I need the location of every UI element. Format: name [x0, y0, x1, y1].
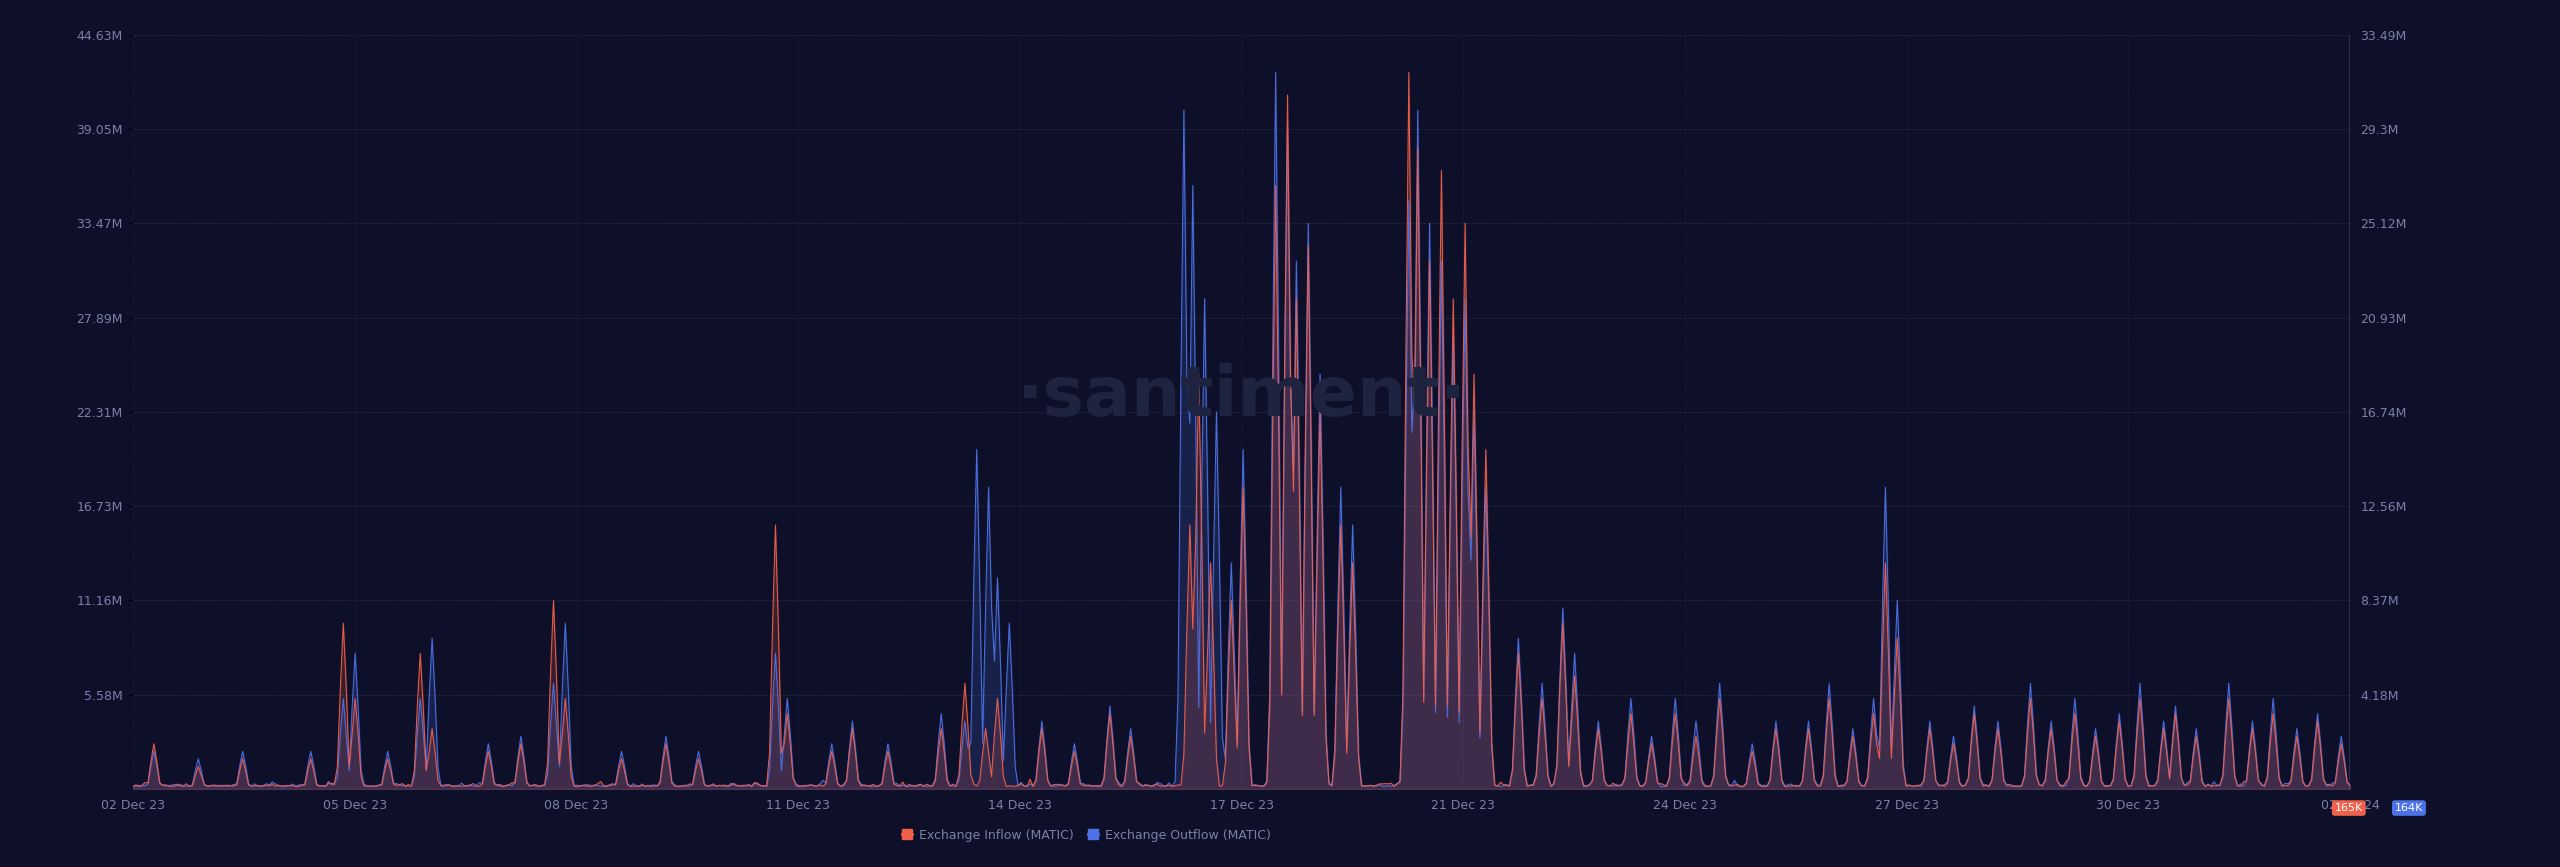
Legend: Exchange Inflow (MATIC), Exchange Outflow (MATIC): Exchange Inflow (MATIC), Exchange Outflo…: [899, 824, 1275, 847]
Text: ·santiment·: ·santiment·: [1016, 363, 1467, 430]
Text: 164K: 164K: [2394, 803, 2424, 813]
Text: 165K: 165K: [2335, 803, 2363, 813]
